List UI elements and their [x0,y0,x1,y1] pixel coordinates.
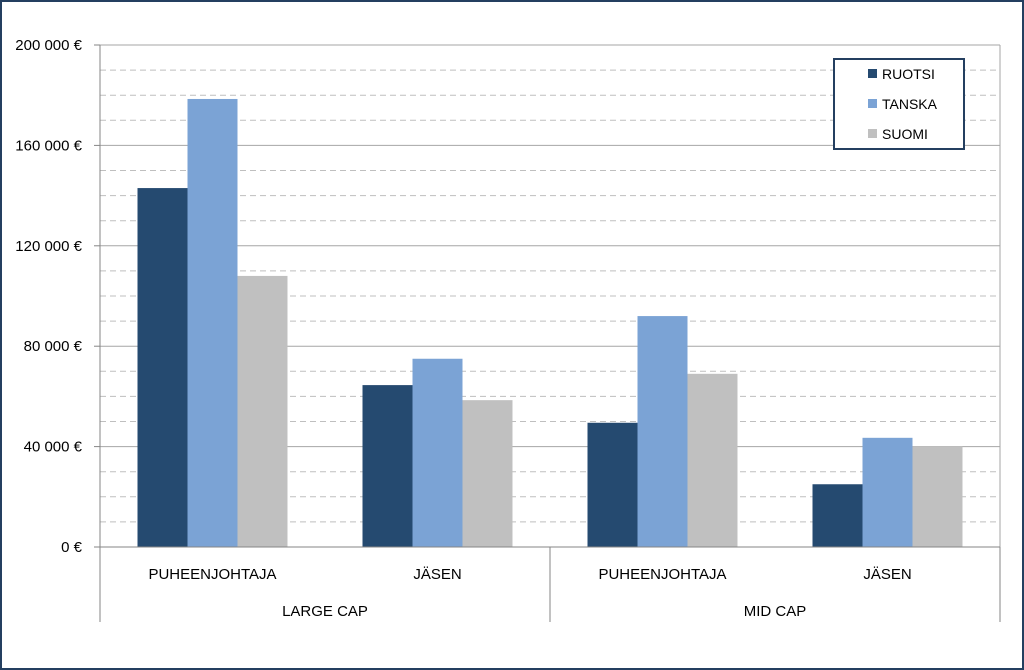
x-category-label: PUHEENJOHTAJA [598,566,726,583]
y-tick-label: 200 000 € [15,37,82,54]
legend-label-tanska: TANSKA [882,96,938,112]
bars [137,98,963,547]
legend-swatch-tanska [868,99,877,108]
x-group-label: LARGE CAP [282,603,368,620]
bar-suomi-0 [237,275,288,547]
y-tick-label: 120 000 € [15,238,82,255]
legend-swatch-suomi [868,129,877,138]
x-category-label: JÄSEN [413,566,461,583]
bar-suomi-2 [687,373,738,547]
legend: RUOTSI TANSKA SUOMI [833,58,965,150]
bar-tanska-0 [187,98,238,547]
axis-labels: 0 € 40 000 € 80 000 € 120 000 € 160 000 € 200… [15,37,911,620]
legend-label-suomi: SUOMI [882,126,928,142]
bar-suomi-3 [912,446,963,547]
legend-box [833,58,965,150]
legend-swatch-ruotsi [868,69,877,78]
bar-ruotsi-2 [587,422,638,547]
y-tick-label: 0 € [61,539,83,556]
y-tick-label: 40 000 € [24,439,83,456]
x-category-label: PUHEENJOHTAJA [148,566,276,583]
y-tick-label: 80 000 € [24,338,83,355]
bar-ruotsi-0 [137,188,188,547]
axes [94,44,1001,622]
bar-tanska-1 [412,358,463,547]
legend-label-ruotsi: RUOTSI [882,66,935,82]
bar-ruotsi-3 [812,484,863,547]
y-tick-label: 160 000 € [15,137,82,154]
x-group-label: MID CAP [744,603,807,620]
bar-suomi-1 [462,400,513,547]
bar-tanska-2 [637,316,688,547]
x-category-label: JÄSEN [863,566,911,583]
bar-tanska-3 [862,437,913,547]
bar-ruotsi-1 [362,385,413,547]
